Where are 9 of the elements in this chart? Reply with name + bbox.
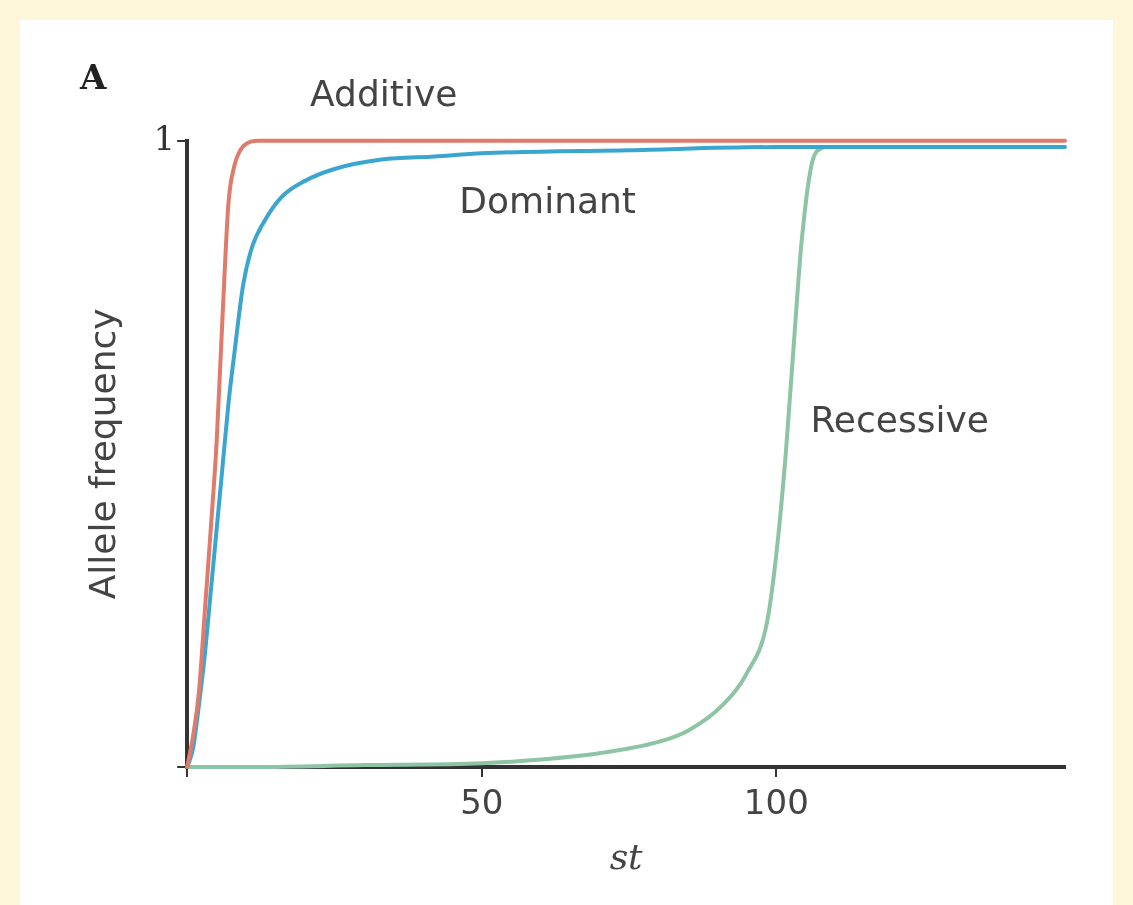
x-axis-title: st (609, 835, 644, 877)
chart-title: A (79, 57, 107, 98)
text: 1 (153, 117, 176, 158)
series-label: Additive (310, 73, 458, 115)
x-tick-label: 100 (743, 782, 809, 823)
series-label: Dominant (459, 179, 636, 221)
series-label: Recessive (810, 398, 989, 440)
x-tick-label: 50 (460, 782, 504, 823)
y-axis-title: Allele frequency (81, 308, 123, 600)
